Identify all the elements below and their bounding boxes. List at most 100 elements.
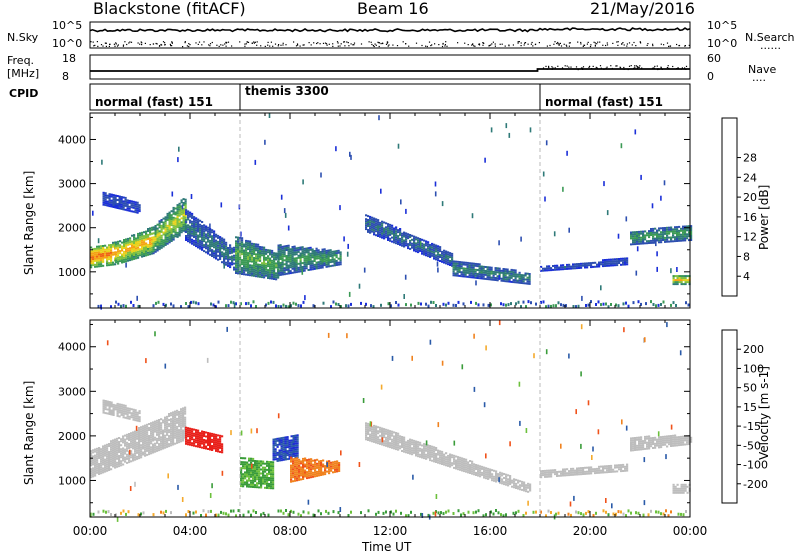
power-cell xyxy=(321,252,324,255)
vel-cell xyxy=(258,476,261,479)
power-cell xyxy=(100,257,103,260)
power-cell xyxy=(156,231,159,234)
power-cell xyxy=(147,237,150,240)
vel-cell xyxy=(134,450,137,453)
vel-cell xyxy=(294,475,297,478)
vel-cell xyxy=(152,439,155,442)
power-cell xyxy=(437,251,440,254)
power-cell xyxy=(333,250,336,253)
vel-cell xyxy=(244,461,247,464)
power-cell xyxy=(259,252,262,254)
vel-cell xyxy=(431,447,434,450)
power-cell xyxy=(654,237,657,240)
power-cell xyxy=(447,257,450,260)
nsearch-dot xyxy=(296,43,299,45)
vel-cell xyxy=(431,451,434,454)
vel-cell xyxy=(326,470,329,473)
power-cell xyxy=(108,197,111,200)
power-cell xyxy=(119,250,122,253)
power-lowband-cell xyxy=(640,302,642,306)
power-cell xyxy=(106,246,109,249)
vel-cell xyxy=(154,442,157,445)
power-cell xyxy=(114,200,117,203)
vel-cell xyxy=(419,455,422,458)
vel-cell xyxy=(130,446,133,449)
vel-cell xyxy=(246,479,249,482)
power-cell xyxy=(580,264,583,267)
vel-cell xyxy=(116,443,119,446)
power-cell xyxy=(526,272,529,275)
power-cell xyxy=(182,221,185,224)
power-cell xyxy=(397,231,400,234)
power-cell xyxy=(373,217,376,220)
power-cell xyxy=(207,248,210,251)
power-speckle xyxy=(378,115,380,121)
power-cell xyxy=(253,257,256,259)
vel-cell xyxy=(180,408,183,411)
power-cell xyxy=(391,236,394,239)
power-cell xyxy=(658,239,661,242)
power-cell xyxy=(638,242,641,245)
nsearch-dot xyxy=(660,43,662,45)
nsearch-dot xyxy=(267,44,269,46)
power-cell xyxy=(205,235,208,238)
vel-cell xyxy=(421,450,424,453)
power-cell xyxy=(660,237,663,240)
power-cell xyxy=(102,201,105,204)
power-cell xyxy=(265,250,268,253)
power-cell xyxy=(429,246,432,248)
vel-cell xyxy=(439,454,442,457)
power-cell xyxy=(498,267,501,270)
nsearch-dot xyxy=(117,44,119,46)
power-cell xyxy=(287,270,290,273)
power-cell xyxy=(136,207,139,210)
vel-cell xyxy=(383,444,386,447)
vel-cell xyxy=(248,485,251,488)
power-cell xyxy=(293,271,296,274)
power-cell xyxy=(170,224,173,227)
nsearch-dot xyxy=(297,44,299,46)
power-cell xyxy=(333,254,336,257)
power-cell xyxy=(129,251,132,254)
power-cell xyxy=(303,249,306,252)
vel-cell xyxy=(102,471,105,474)
vel-cell xyxy=(264,462,267,465)
vel-cell xyxy=(433,454,436,457)
power-cell xyxy=(273,260,276,263)
power-cell xyxy=(215,239,218,242)
vel-cell xyxy=(136,443,139,446)
power-cell xyxy=(227,258,230,261)
vel-cell xyxy=(385,442,388,445)
vel-cell xyxy=(405,447,408,450)
vel-cell xyxy=(292,468,295,471)
power-cell xyxy=(335,256,338,259)
vel-cell xyxy=(324,473,327,476)
vel-cell xyxy=(168,425,171,428)
vel-cell xyxy=(302,460,305,462)
power-cell xyxy=(462,261,465,264)
vel-cell xyxy=(310,458,313,461)
power-cell xyxy=(241,261,244,264)
power-cell xyxy=(164,242,167,245)
vel-cell xyxy=(417,451,420,454)
power-cell xyxy=(269,261,272,264)
power-cell xyxy=(219,240,222,243)
vel-cell xyxy=(421,448,424,451)
power-cell xyxy=(295,271,298,274)
power-cell xyxy=(225,245,228,248)
power-cell xyxy=(203,224,206,227)
nsearch-dot xyxy=(605,44,607,47)
power-cell xyxy=(251,244,254,247)
power-cell xyxy=(411,246,414,249)
power-cell xyxy=(172,234,175,237)
power-cell xyxy=(522,276,525,279)
power-cell xyxy=(395,238,398,241)
nsearch-dot xyxy=(464,42,466,44)
power-cell xyxy=(96,247,99,250)
vel-cell xyxy=(128,439,131,441)
power-cell xyxy=(172,208,175,211)
power-lowband-cell xyxy=(280,305,282,309)
nsearch-dot xyxy=(623,44,625,46)
nave-dot xyxy=(616,65,618,67)
vel-cell xyxy=(280,451,283,454)
